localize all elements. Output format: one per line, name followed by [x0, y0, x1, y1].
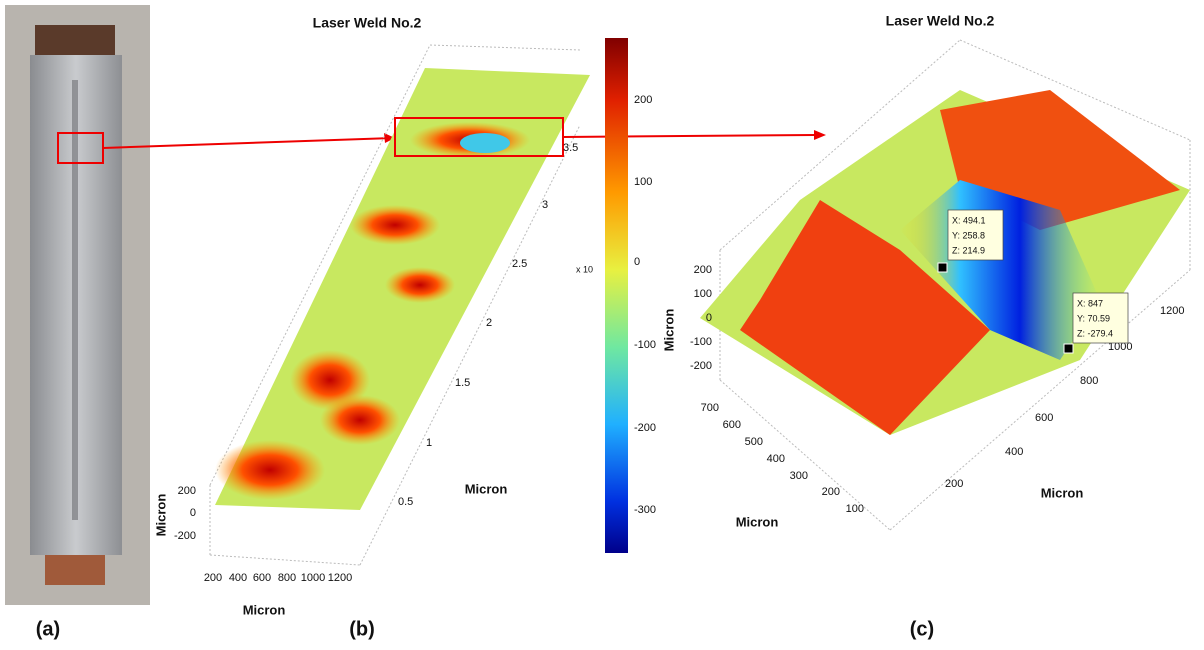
weld-seam	[72, 80, 78, 520]
colorbar-tick-label: 200	[634, 94, 652, 106]
panel-label: (a)	[36, 618, 60, 640]
arrow	[102, 137, 393, 149]
y-tick-label: 600	[1035, 412, 1053, 424]
x-tick-label: 600	[723, 419, 741, 431]
panel-label: (b)	[349, 618, 375, 640]
z-tick-label: -200	[690, 360, 712, 372]
x-tick-label: 200	[204, 572, 222, 584]
y-tick-label: 1.5	[455, 377, 470, 389]
surface-ridge	[740, 200, 990, 435]
x-tick-label: 200	[822, 486, 840, 498]
x-tick-label: 300	[790, 470, 808, 482]
tab	[45, 555, 105, 585]
y-tick-label: 2	[486, 317, 492, 329]
z-axis-label: Micron	[153, 494, 168, 537]
y-tick-label: 1	[426, 437, 432, 449]
y-tick-label: 3.5	[563, 142, 578, 154]
arrow-head	[384, 133, 395, 143]
z-axis-label: Micron	[661, 309, 676, 352]
x-axis-label: Micron	[736, 514, 779, 529]
y-tick-label: 1000	[1108, 341, 1132, 353]
arrow-head	[814, 130, 826, 140]
cap	[35, 25, 115, 60]
title: Laser Weld No.2	[886, 13, 995, 29]
x-tick-label: 700	[701, 402, 719, 414]
y-tick-label: 400	[1005, 446, 1023, 458]
colorbar	[605, 38, 628, 553]
z-tick-label: 0	[706, 312, 712, 324]
arrow	[562, 134, 816, 138]
z-tick-label: -100	[690, 336, 712, 348]
y-tick-label: 2.5	[512, 258, 527, 270]
z-tick-label: 100	[694, 288, 712, 300]
datatip: X: 494.1 Y: 258.8 Z: 214.9	[937, 209, 1004, 273]
y-tick-label: 0.5	[398, 496, 413, 508]
y-tick-label: 1200	[1160, 305, 1184, 317]
datatip: X: 847 Y: 70.59 Z: -279.4	[1063, 292, 1129, 354]
datatip-y: Y: 258.8	[952, 230, 985, 240]
x-tick-label: 600	[253, 572, 271, 584]
x-tick-label: 500	[745, 436, 763, 448]
z-tick-label: 200	[178, 485, 196, 497]
x-tick-label: 1000	[301, 572, 325, 584]
x-tick-label: 800	[278, 572, 296, 584]
x-tick-label: 400	[229, 572, 247, 584]
y-axis-label: Micron	[1041, 485, 1084, 500]
title: Laser Weld No.2	[313, 15, 422, 31]
x-axis-label: Micron	[243, 602, 286, 617]
datatip-x: X: 494.1	[952, 215, 986, 225]
photo	[5, 5, 150, 605]
x-tick-label: 400	[767, 453, 785, 465]
y-tick-label: 800	[1080, 375, 1098, 387]
datatip-z: Z: -279.4	[1077, 328, 1113, 338]
colorbar-tick-label: 100	[634, 176, 652, 188]
colorbar-tick-label: -100	[634, 339, 656, 351]
z-tick-label: 0	[190, 507, 196, 519]
colorbar-tick-label: -300	[634, 504, 656, 516]
y-axis-label: Micron	[465, 481, 508, 496]
datatip-x: X: 847	[1077, 298, 1103, 308]
x-tick-label: 1200	[328, 572, 352, 584]
datatip-y: Y: 70.59	[1077, 313, 1110, 323]
hot-spots	[215, 122, 530, 500]
z-tick-label: 200	[694, 264, 712, 276]
axes-box	[719, 39, 1191, 531]
x-tick-label: 100	[846, 503, 864, 515]
axes-box	[209, 44, 581, 566]
colorbar-tick-label: -200	[634, 422, 656, 434]
y-exponent: x 10	[576, 264, 593, 274]
y-tick-label: 200	[945, 478, 963, 490]
colorbar-tick-label: 0	[634, 256, 640, 268]
datatip-z: Z: 214.9	[952, 245, 985, 255]
y-tick-label: 3	[542, 199, 548, 211]
panel-label: (c)	[910, 618, 934, 640]
z-tick-label: -200	[174, 530, 196, 542]
